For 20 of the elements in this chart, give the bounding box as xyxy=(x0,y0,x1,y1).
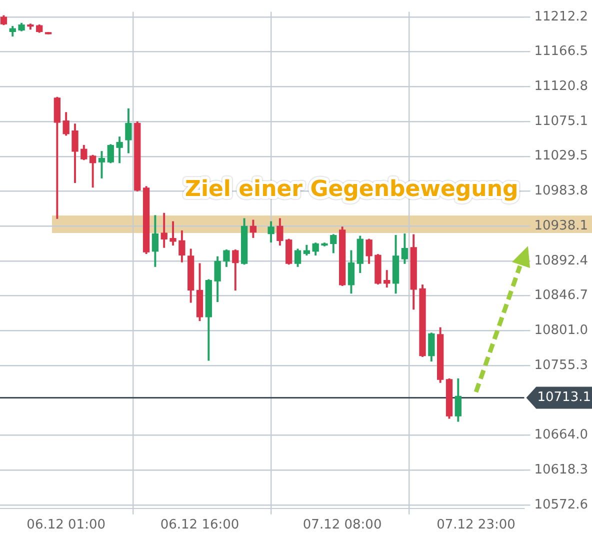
y-tick-label: 11029.5 xyxy=(534,148,588,164)
y-tick-label: 10938.1 xyxy=(534,218,588,234)
y-tick-label: 10892.4 xyxy=(534,253,588,268)
x-tick-label: 06.12 16:00 xyxy=(160,518,240,533)
y-tick-label: 10983.8 xyxy=(534,184,588,199)
y-tick-label: 11120.8 xyxy=(534,79,588,94)
y-tick-label: 11166.5 xyxy=(534,44,588,60)
x-tick-label: 06.12 01:00 xyxy=(26,518,106,533)
y-tick-label: 10755.3 xyxy=(534,358,588,373)
x-tick-label: 07.12 23:00 xyxy=(436,518,516,533)
y-tick-label: 11212.2 xyxy=(534,9,588,24)
y-tick-label: 10846.7 xyxy=(534,288,588,304)
y-tick-label: 10618.3 xyxy=(534,462,588,478)
ref-line-label: 10713.1 xyxy=(537,390,592,406)
y-tick-label: 10572.6 xyxy=(534,497,588,512)
y-tick-label: 10664.0 xyxy=(534,428,588,443)
y-tick-label: 11075.1 xyxy=(534,114,588,129)
x-tick-label: 07.12 08:00 xyxy=(302,518,382,533)
band-label: Ziel einer Gegenbewegung xyxy=(185,177,518,202)
y-tick-label: 10801.0 xyxy=(534,323,588,338)
